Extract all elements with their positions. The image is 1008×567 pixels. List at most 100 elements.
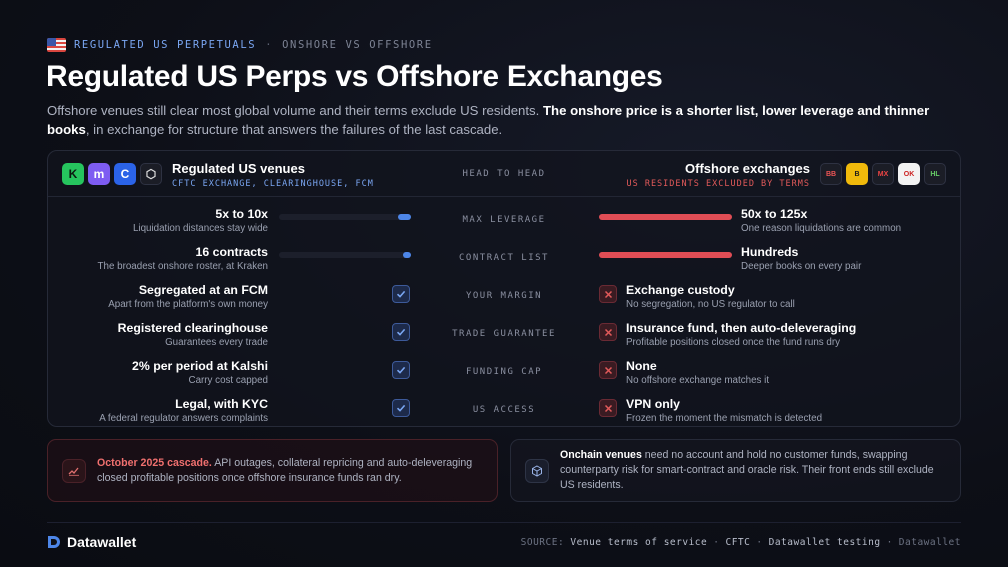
offshore-note: One reason liquidations are common <box>741 223 902 234</box>
onshore-bar-track <box>279 214 411 220</box>
source-label: SOURCE: <box>520 537 565 548</box>
onshore-note: Apart from the platform's own money <box>108 299 268 310</box>
offshore-logos: BB B MX OK HL <box>820 163 946 185</box>
onshore-title: Regulated US venues <box>172 161 305 176</box>
source-line: SOURCE: Venue terms of service · CFTC · Data… <box>520 537 961 548</box>
onshore-note: Carry cost capped <box>188 375 269 386</box>
datawallet-logo-icon <box>48 536 60 548</box>
row-us-access: Legal, with KYC A federal regulator answ… <box>48 393 960 431</box>
row-funding-cap: 2% per period at Kalshi Carry cost cappe… <box>48 355 960 393</box>
onshore-subtitle: CFTC EXCHANGE, CLEARINGHOUSE, FCM <box>172 179 374 189</box>
cross-icon <box>599 323 617 341</box>
row-trade-guarantee: Registered clearinghouse Guarantees ever… <box>48 317 960 355</box>
panel-header: K m C ⬡ Regulated US venues CFTC EXCHANG… <box>48 151 960 197</box>
onshore-note: The broadest onshore roster, at Kraken <box>97 261 268 272</box>
offshore-note: No offshore exchange matches it <box>626 375 770 386</box>
offshore-value: Insurance fund, then auto-deleveraging <box>626 321 857 335</box>
source-credit: Datawallet <box>898 537 961 548</box>
offshore-bar-track <box>599 214 732 220</box>
kicker-primary: REGULATED US PERPETUALS <box>74 39 257 51</box>
onchain-text: Onchain venues need no account and hold … <box>560 440 946 501</box>
row-label: MAX LEVERAGE <box>462 215 546 225</box>
row-label: FUNDING CAP <box>465 367 543 377</box>
offshore-value: VPN only <box>626 397 680 411</box>
onshore-logos: K m C ⬡ <box>62 163 162 185</box>
source-item: Venue terms of service <box>570 537 708 548</box>
kicker-secondary: ONSHORE VS OFFSHORE <box>282 39 433 51</box>
source-item: CFTC <box>725 537 751 548</box>
offshore-bar-fill <box>599 214 732 220</box>
offshore-value: Hundreds <box>741 245 799 259</box>
row-label: YOUR MARGIN <box>465 291 543 301</box>
onshore-value: 5x to 10x <box>215 207 268 221</box>
kicker: REGULATED US PERPETUALS · ONSHORE VS OFF… <box>47 37 433 53</box>
onshore-bar-fill <box>403 252 411 258</box>
okx-logo-icon: OK <box>898 163 920 185</box>
offshore-value: 50x to 125x <box>741 207 808 221</box>
hyperliquid-logo-icon: HL <box>924 163 946 185</box>
cube-icon <box>525 459 549 483</box>
cascade-body: API outages, collateral repricing and au… <box>97 456 473 484</box>
check-icon <box>392 361 410 379</box>
onshore-value: 2% per period at Kalshi <box>132 359 268 373</box>
onshore-bar-track <box>279 252 411 258</box>
offshore-bar-fill <box>599 252 732 258</box>
onshore-value: Registered clearinghouse <box>117 321 268 335</box>
subtitle-plain: Offshore venues still clear most global … <box>47 103 543 118</box>
offshore-note: Deeper books on every pair <box>741 261 862 272</box>
row-max-leverage: 5x to 10x Liquidation distances stay wid… <box>48 203 960 241</box>
subtitle-tail: , in exchange for structure that answers… <box>85 122 503 137</box>
offshore-title: Offshore exchanges <box>685 161 810 176</box>
onshore-value: Legal, with KYC <box>175 397 268 411</box>
onshore-bar-fill <box>397 214 411 220</box>
cascade-highlight: October 2025 cascade. <box>97 456 212 469</box>
subtitle-bold: The onshore price is a shorter list, low… <box>47 103 930 137</box>
exchange-logo-icon: ⬡ <box>140 163 162 185</box>
cascade-text: October 2025 cascade. API outages, colla… <box>97 440 483 501</box>
bybit-logo-icon: BB <box>820 163 842 185</box>
cascade-card: October 2025 cascade. API outages, colla… <box>47 439 498 502</box>
page-title: Regulated US Perps vs Offshore Exchanges <box>46 60 663 93</box>
row-label: TRADE GUARANTEE <box>452 329 556 339</box>
page-subtitle: Offshore venues still clear most global … <box>47 101 947 139</box>
brand-name: Datawallet <box>67 534 137 550</box>
row-your-margin: Segregated at an FCM Apart from the plat… <box>48 279 960 317</box>
offshore-subtitle: US RESIDENTS EXCLUDED BY TERMS <box>626 179 810 189</box>
offshore-value: Exchange custody <box>626 283 735 297</box>
check-icon <box>392 285 410 303</box>
onshore-value: Segregated at an FCM <box>138 283 268 297</box>
footer-divider <box>47 522 961 523</box>
cross-icon <box>599 399 617 417</box>
row-label: US ACCESS <box>472 405 536 415</box>
onchain-card: Onchain venues need no account and hold … <box>510 439 961 502</box>
head-to-head-label: HEAD TO HEAD <box>462 169 546 179</box>
cross-icon <box>599 285 617 303</box>
brand: Datawallet <box>47 534 136 550</box>
onshore-note: Guarantees every trade <box>165 337 268 348</box>
coinbase-logo-icon: C <box>114 163 136 185</box>
offshore-value: None <box>626 359 657 373</box>
offshore-note: No segregation, no US regulator to call <box>626 299 795 310</box>
mexc-logo-icon: MX <box>872 163 894 185</box>
row-contract-list: 16 contracts The broadest onshore roster… <box>48 241 960 279</box>
chart-trend-icon <box>62 459 86 483</box>
row-label: CONTRACT LIST <box>459 253 549 263</box>
us-flag-icon <box>47 38 66 52</box>
onshore-note: Liquidation distances stay wide <box>132 223 268 234</box>
cross-icon <box>599 361 617 379</box>
kalshi-logo-icon: m <box>88 163 110 185</box>
onshore-note: A federal regulator answers complaints <box>99 413 268 424</box>
check-icon <box>392 399 410 417</box>
offshore-note: Frozen the moment the mismatch is detect… <box>626 413 823 424</box>
onchain-body: need no account and hold no customer fun… <box>560 449 934 491</box>
onchain-highlight: Onchain venues <box>560 449 642 461</box>
comparison-panel: K m C ⬡ Regulated US venues CFTC EXCHANG… <box>47 150 961 427</box>
kicker-separator: · <box>265 39 274 51</box>
kraken-logo-icon: K <box>62 163 84 185</box>
onshore-value: 16 contracts <box>195 245 268 259</box>
binance-logo-icon: B <box>846 163 868 185</box>
offshore-note: Profitable positions closed once the fun… <box>626 337 841 348</box>
check-icon <box>392 323 410 341</box>
source-item: Datawallet testing <box>768 537 881 548</box>
offshore-bar-track <box>599 252 732 258</box>
